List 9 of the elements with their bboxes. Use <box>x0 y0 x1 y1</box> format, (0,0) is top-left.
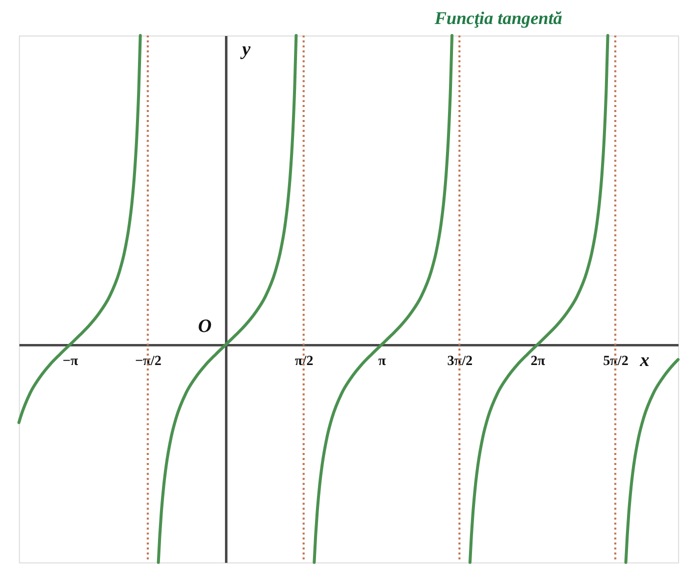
x-tick-label: −π/2 <box>135 354 162 370</box>
y-axis-title: y <box>240 38 252 60</box>
x-axis-title: x <box>639 350 650 372</box>
x-tick-label: π <box>378 354 386 370</box>
x-tick-label: 2π <box>530 354 546 370</box>
x-tick-label: −π <box>62 354 79 370</box>
x-tick-label: π/2 <box>294 354 314 370</box>
chart-title: Funcţia tangentă <box>434 8 562 28</box>
annotation: O <box>198 316 212 337</box>
